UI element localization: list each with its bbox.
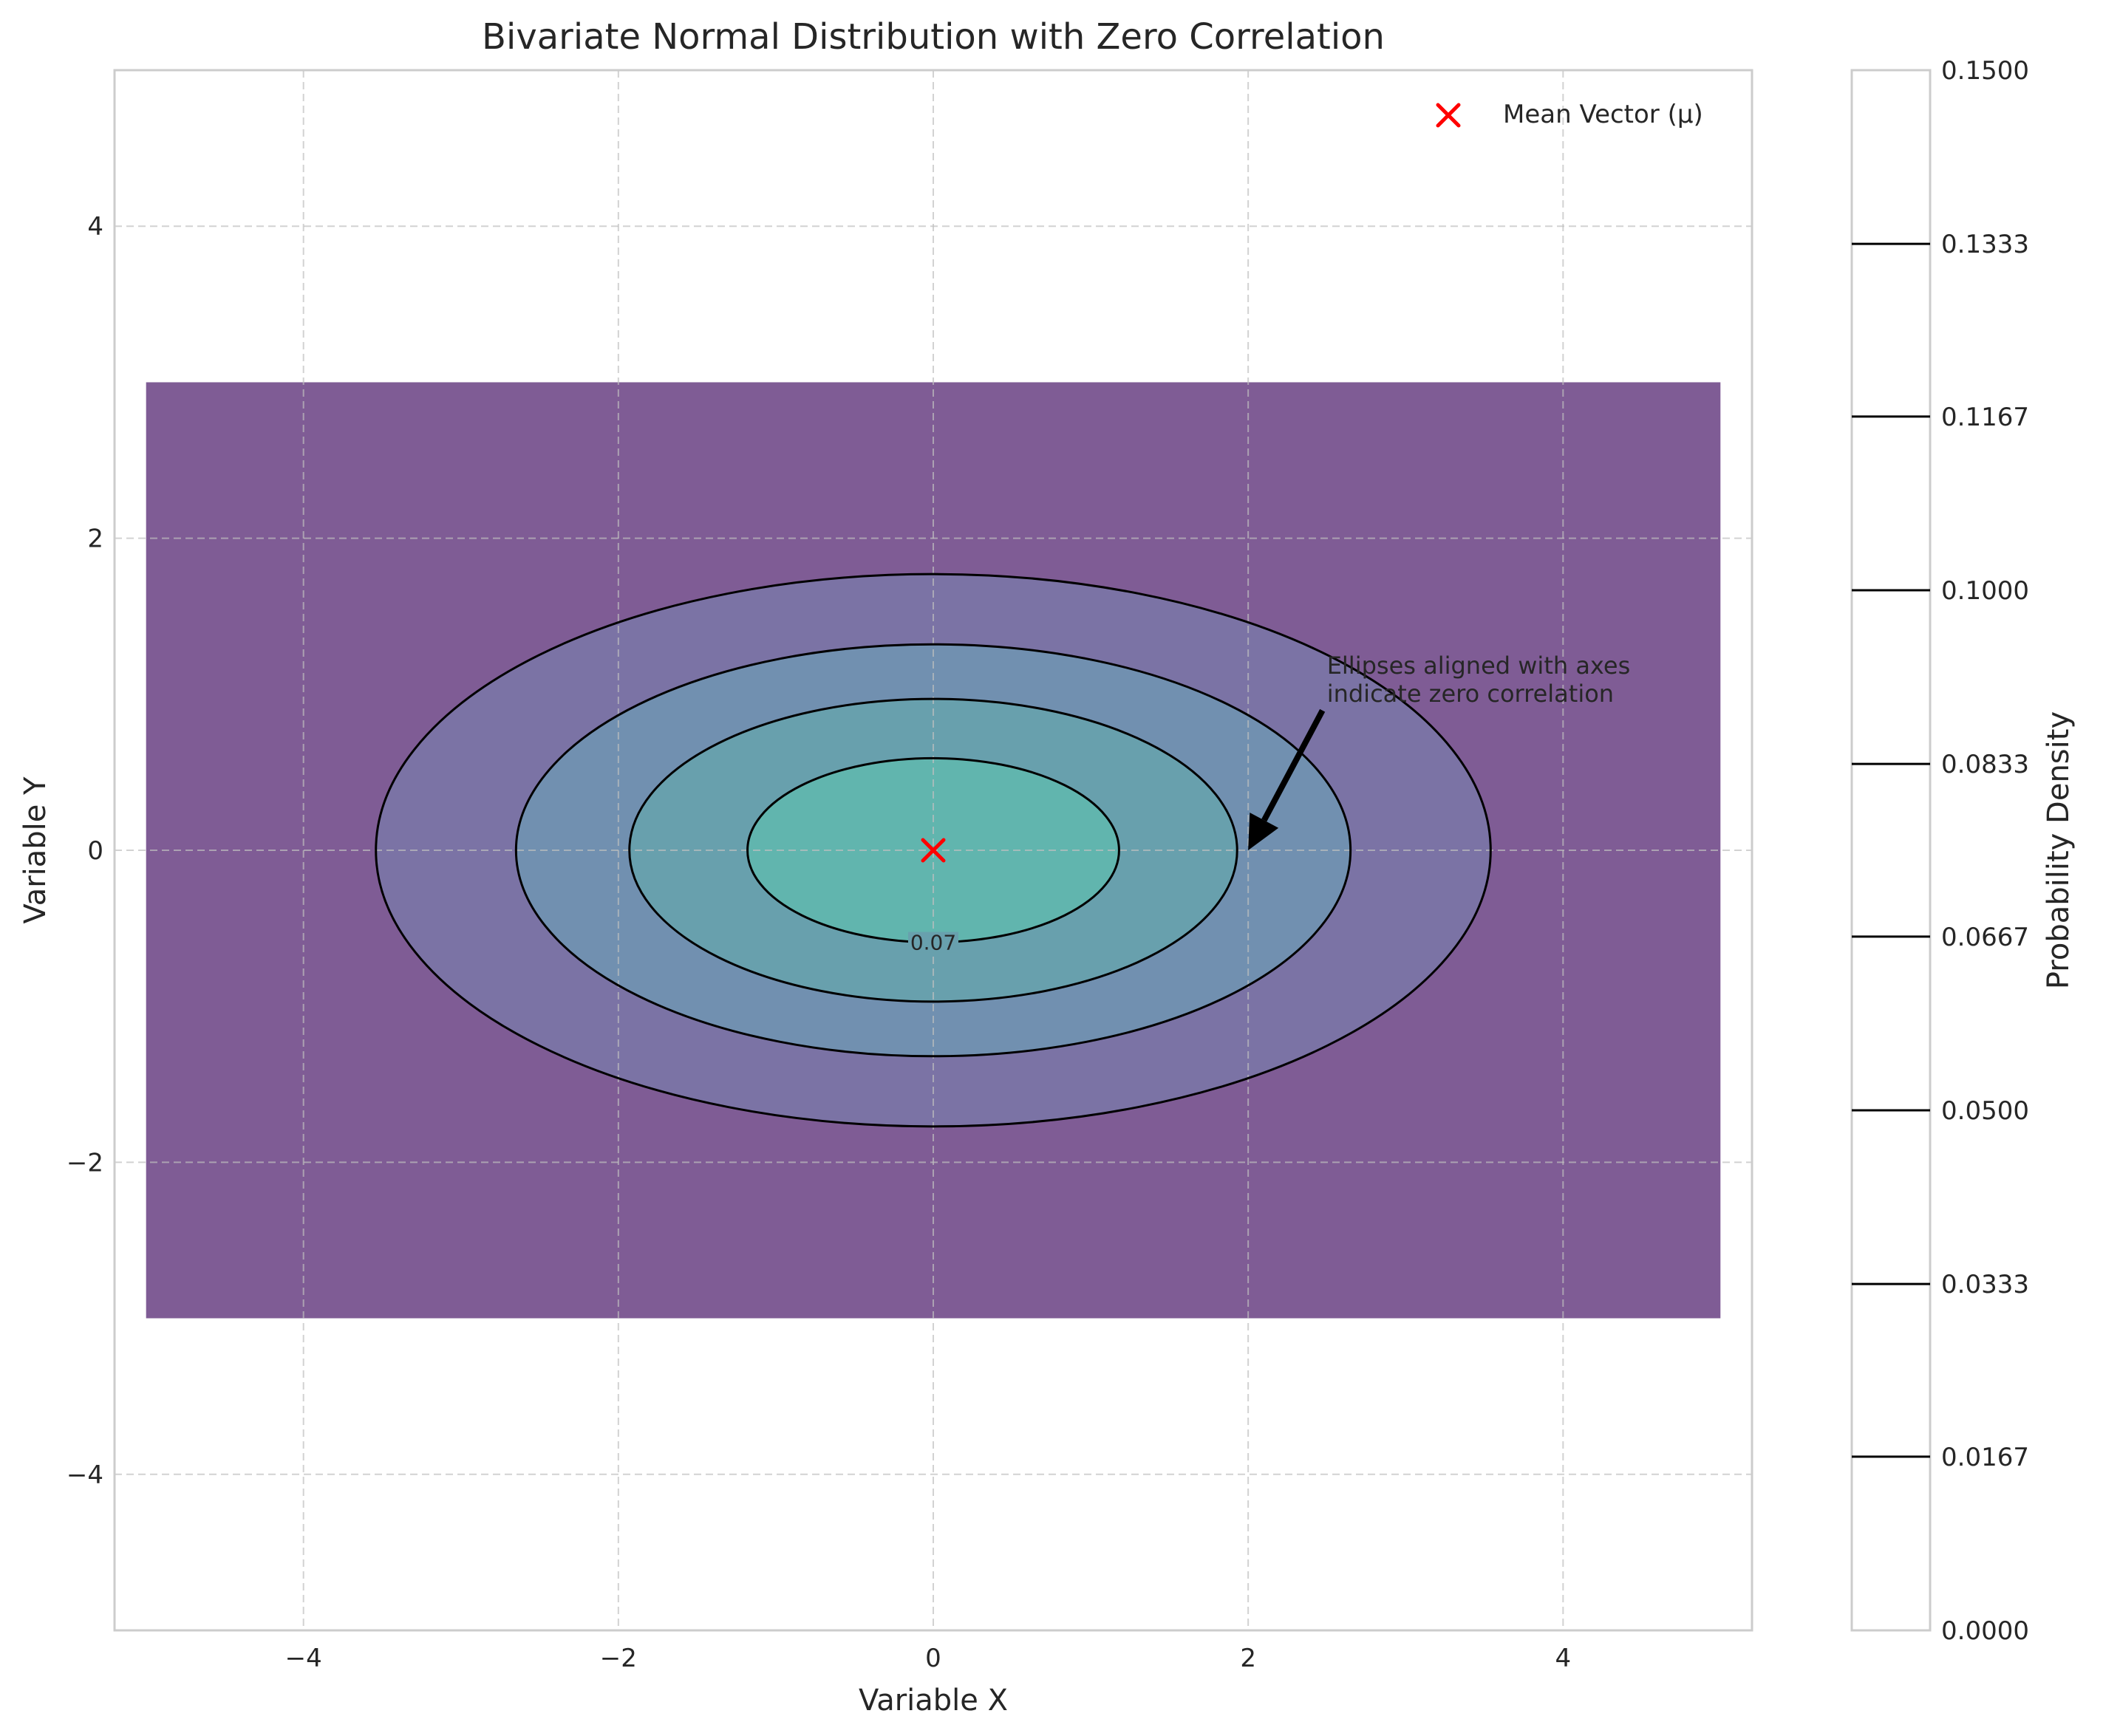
colorbar-tick-label: 0.0667 [1941, 923, 2029, 952]
legend: Mean Vector (μ) [1436, 100, 1703, 129]
annotation-arrow-shaft [1261, 708, 1326, 822]
chart-title: Bivariate Normal Distribution with Zero … [482, 16, 1385, 58]
annotation-text-line: indicate zero correlation [1327, 680, 1614, 708]
x-axis-ticks: −4 −2 0 2 4 [285, 1644, 1571, 1673]
colorbar-tick-label: 0.1500 [1941, 56, 2029, 86]
colorbar: 0.0000 0.0167 0.0333 0.0500 0.0667 0.0833 0.10… [1850, 56, 2076, 1646]
contour-line-1 [375, 573, 1492, 1128]
contour-lines [375, 573, 1492, 1128]
y-tick-label: 4 [87, 212, 103, 242]
colorbar-tick-label: 0.0833 [1941, 750, 2029, 779]
plot-frame [113, 69, 1753, 1632]
colorbar-tick-label: 0.0333 [1941, 1270, 2029, 1299]
y-axis-label: Variable Y [18, 776, 52, 924]
x-tick-label: 2 [1240, 1644, 1256, 1673]
x-axis-label: Variable X [859, 1684, 1008, 1718]
colorbar-level-lines [1852, 242, 1930, 1458]
y-tick-label: −2 [67, 1148, 103, 1178]
x-tick-label: −2 [600, 1644, 637, 1673]
annotation-arrow-head [1248, 813, 1279, 850]
contour-label: 0.07 [910, 931, 956, 955]
contour-label-gap [908, 932, 958, 953]
colorbar-tick-label: 0.0500 [1941, 1096, 2029, 1126]
colorbar-tick-label: 0.1167 [1941, 403, 2029, 432]
mean-marker-x-icon [921, 838, 946, 863]
colorbar-tick-label: 0.0167 [1941, 1443, 2029, 1472]
y-tick-label: −4 [67, 1460, 103, 1490]
colorbar-tick-label: 0.0000 [1941, 1616, 2029, 1646]
y-tick-label: 0 [87, 836, 103, 866]
colorbar-tick-label: 0.1000 [1941, 576, 2029, 606]
mean-marker-stroke [921, 838, 946, 863]
colorbar-tick-label: 0.1333 [1941, 230, 2029, 259]
x-tick-label: 4 [1555, 1644, 1571, 1673]
y-tick-label: 2 [87, 524, 103, 554]
colorbar-label: Probability Density [2042, 711, 2076, 989]
contour-line-3 [628, 697, 1238, 1003]
contour-line-2 [514, 643, 1352, 1058]
x-tick-label: −4 [285, 1644, 322, 1673]
y-axis-ticks: −4 −2 0 2 4 [67, 212, 103, 1490]
annotation-text-line: Ellipses aligned with axes [1327, 652, 1631, 680]
legend-entry: Mean Vector (μ) [1503, 100, 1703, 129]
colorbar-box [1850, 69, 1932, 1632]
legend-marker-x-icon [1436, 103, 1461, 128]
x-tick-label: 0 [925, 1644, 941, 1673]
colorbar-ticks: 0.0000 0.0167 0.0333 0.0500 0.0667 0.0833 0.10… [1941, 56, 2029, 1646]
